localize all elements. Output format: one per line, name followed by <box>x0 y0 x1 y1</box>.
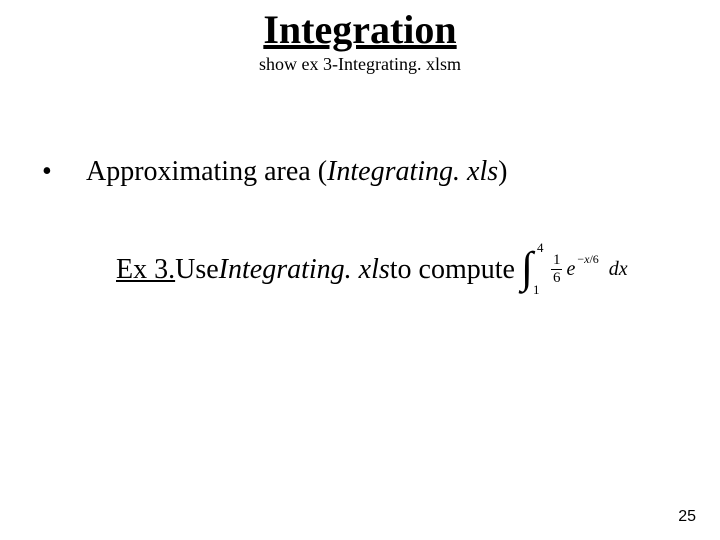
bullet-item: • Approximating area (Integrating. xls) <box>36 154 684 190</box>
fraction-denominator: 6 <box>551 269 563 286</box>
e-exponent: −x/6 <box>577 252 598 267</box>
integral-lower-limit: 1 <box>533 282 540 298</box>
example-lead2: to compute <box>390 254 515 286</box>
slide-title: Integration <box>0 8 720 52</box>
bullet-text: Approximating area (Integrating. xls) <box>86 154 684 190</box>
integral-sign-wrap: ∫ 4 1 <box>521 244 543 296</box>
example-label: Ex 3. <box>116 254 175 286</box>
bullet-emph: Integrating. xls <box>327 156 498 187</box>
integral-sign: ∫ <box>521 242 533 294</box>
exp-den: 6 <box>593 252 599 266</box>
page-number: 25 <box>678 508 696 526</box>
example-row: Ex 3. Use Integrating. xls to compute ∫ … <box>36 244 684 296</box>
integral-upper-limit: 4 <box>537 240 544 256</box>
exponential-term: e −x/6 <box>566 258 598 281</box>
dx-term: dx <box>609 258 628 281</box>
bullet-prefix: Approximating area ( <box>86 156 327 187</box>
bullet-suffix: ) <box>498 156 507 187</box>
e-base: e <box>566 258 575 281</box>
slide-body: • Approximating area (Integrating. xls) … <box>0 154 720 296</box>
slide-subtitle: show ex 3-Integrating. xlsm <box>0 54 720 76</box>
example-lead1: Use <box>175 254 219 286</box>
slide: Integration show ex 3-Integrating. xlsm … <box>0 0 720 540</box>
fraction-numerator: 1 <box>551 253 563 269</box>
title-block: Integration show ex 3-Integrating. xlsm <box>0 0 720 76</box>
fraction-one-sixth: 1 6 <box>551 253 563 286</box>
integral-formula: ∫ 4 1 1 6 e −x/6 dx <box>521 244 628 296</box>
example-emph: Integrating. xls <box>219 254 390 286</box>
bullet-marker: • <box>36 154 86 190</box>
